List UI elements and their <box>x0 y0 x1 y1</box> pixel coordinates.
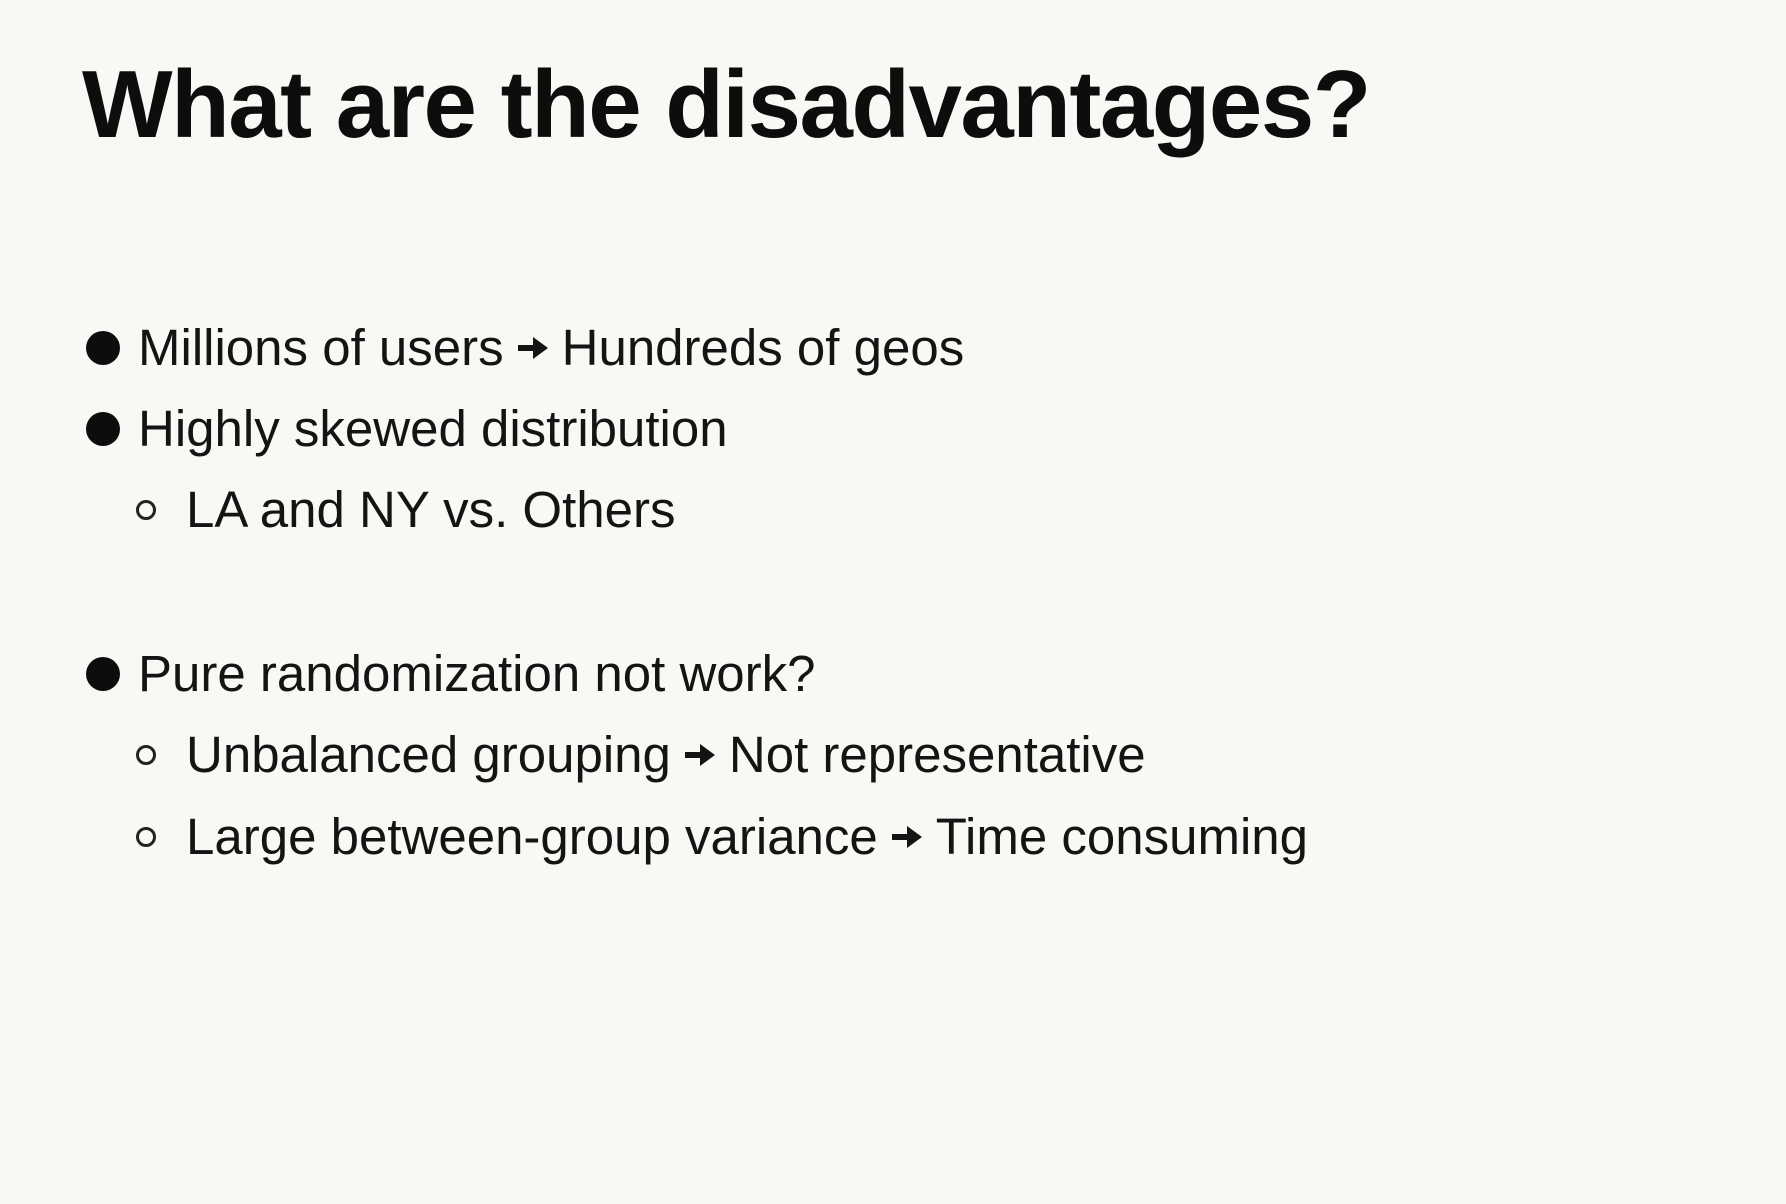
filled-bullet-icon <box>86 411 120 446</box>
slide-title: What are the disadvantages? <box>82 51 1371 158</box>
sub-bullet-text-after: Not representative <box>728 726 1146 783</box>
sub-bullet-text-before: Large between-group variance <box>186 808 878 865</box>
hollow-bullet-icon <box>136 744 156 765</box>
arrow-right-icon <box>891 825 922 848</box>
hollow-bullet-icon <box>136 826 156 847</box>
arrow-right-icon <box>517 336 548 359</box>
sub-bullet-item: Large between-group variance Time consum… <box>136 811 1308 862</box>
sub-bullet-item: LA and NY vs. Others <box>136 484 675 535</box>
bullet-text-before: Millions of users <box>138 319 504 376</box>
sub-bullet-item: Unbalanced grouping Not representative <box>136 729 1146 780</box>
filled-bullet-icon <box>86 330 120 365</box>
bullet-item: Highly skewed distribution <box>86 403 728 454</box>
bullet-text: Pure randomization not work? <box>138 645 816 702</box>
filled-bullet-icon <box>86 656 120 691</box>
hollow-bullet-icon <box>136 499 156 520</box>
sub-bullet-text: LA and NY vs. Others <box>186 481 676 538</box>
arrow-right-icon <box>684 743 715 766</box>
sub-bullet-text-before: Unbalanced grouping <box>186 726 671 783</box>
bullet-item: Millions of users Hundreds of geos <box>86 322 964 373</box>
sub-bullet-text-after: Time consuming <box>935 808 1309 865</box>
bullet-text-after: Hundreds of geos <box>561 319 965 376</box>
bullet-text: Highly skewed distribution <box>138 400 728 457</box>
bullet-item: Pure randomization not work? <box>86 648 816 699</box>
